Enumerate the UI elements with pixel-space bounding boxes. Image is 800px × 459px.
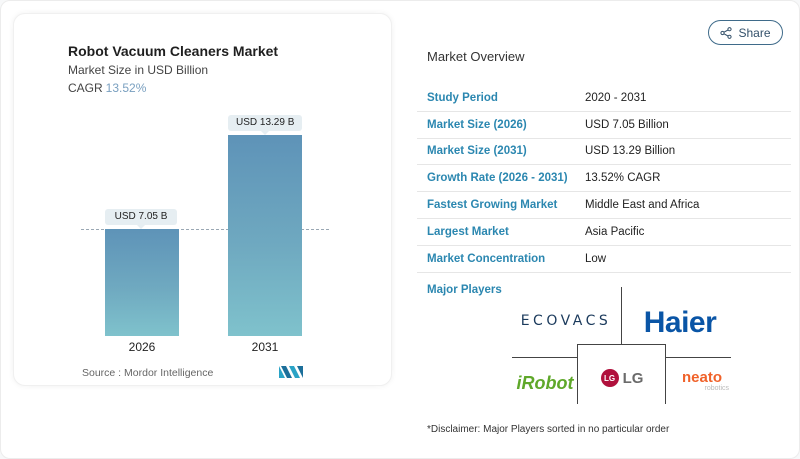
- neato-logo: neato robotics: [669, 367, 735, 397]
- haier-logo: Haier: [643, 306, 717, 339]
- lg-mark-icon: LG: [600, 369, 619, 387]
- overview-row-growth-rate: Growth Rate (2026 - 2031) 13.52% CAGR: [417, 165, 791, 193]
- chart-title: Robot Vacuum Cleaners Market: [68, 43, 279, 59]
- irobot-logo: iRobot: [516, 372, 574, 393]
- chart-card: [13, 13, 392, 386]
- divider: [512, 357, 577, 358]
- divider: [665, 357, 731, 358]
- overview-row-largest-market: Largest Market Asia Pacific: [417, 219, 791, 246]
- row-key: Fastest Growing Market: [427, 199, 558, 212]
- neato-wordmark: neato: [681, 369, 722, 386]
- lg-wordmark: LG: [622, 369, 644, 387]
- chart-cagr: CAGR 13.52%: [68, 81, 146, 95]
- overview-row-concentration: Market Concentration Low: [417, 246, 791, 273]
- overview-row-fastest-growing: Fastest Growing Market Middle East and A…: [417, 192, 791, 219]
- divider: [577, 344, 578, 404]
- row-value: Asia Pacific: [585, 225, 645, 238]
- lg-logo: LG LG: [579, 363, 665, 393]
- row-key: Market Concentration: [427, 252, 546, 265]
- cagr-label: CAGR: [68, 81, 103, 95]
- neato-subtext: robotics: [704, 385, 729, 392]
- row-key: Market Size (2031): [427, 145, 527, 158]
- row-value: 13.52% CAGR: [585, 172, 661, 185]
- row-value: USD 13.29 Billion: [585, 145, 676, 158]
- share-icon: [720, 26, 733, 39]
- source-text: Source : Mordor Intelligence: [82, 367, 214, 379]
- major-players-title: Major Players: [427, 284, 502, 296]
- ecovacs-logo: ECOVACS: [520, 313, 612, 329]
- row-key: Market Size (2026): [427, 118, 527, 131]
- divider: [621, 287, 622, 345]
- overview-title: Market Overview: [427, 49, 525, 64]
- disclaimer: *Disclaimer: Major Players sorted in no …: [427, 424, 670, 435]
- row-key: Study Period: [427, 91, 498, 104]
- cagr-value: 13.52%: [105, 81, 147, 95]
- row-key: Largest Market: [427, 225, 509, 238]
- row-value: 2020 - 2031: [585, 91, 647, 104]
- share-label: Share: [738, 25, 771, 40]
- row-value: Middle East and Africa: [585, 199, 700, 212]
- overview-row-market-size-2031: Market Size (2031) USD 13.29 Billion: [417, 139, 791, 166]
- mordor-logo-icon: [279, 366, 303, 378]
- share-button[interactable]: Share: [708, 20, 783, 45]
- overview-row-study-period: Study Period 2020 - 2031: [417, 85, 791, 112]
- divider: [577, 344, 666, 345]
- divider: [665, 344, 666, 404]
- overview-table: Study Period 2020 - 2031 Market Size (20…: [417, 85, 791, 273]
- row-value: USD 7.05 Billion: [585, 118, 669, 131]
- row-key: Growth Rate (2026 - 2031): [427, 172, 568, 185]
- chart-subtitle: Market Size in USD Billion: [68, 63, 209, 77]
- overview-row-market-size-2026: Market Size (2026) USD 7.05 Billion: [417, 112, 791, 139]
- row-value: Low: [585, 252, 607, 265]
